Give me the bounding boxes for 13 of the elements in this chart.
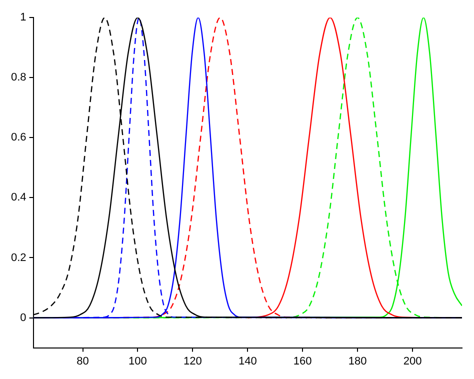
y-tick-label: 0.8	[10, 72, 26, 84]
y-tick-label: 0	[20, 312, 26, 324]
y-tick-label: 1	[20, 12, 26, 24]
x-tick-label: 180	[348, 355, 367, 368]
y-tick-label: 0.4	[10, 192, 26, 204]
y-tick-label: 0.2	[10, 252, 26, 264]
x-tick-label: 100	[128, 355, 147, 368]
x-tick-label: 80	[76, 355, 89, 368]
x-tick-label: 160	[293, 355, 312, 368]
x-tick-label: 200	[403, 355, 422, 368]
y-tick-label: 0.6	[10, 132, 26, 144]
x-tick-label: 140	[238, 355, 257, 368]
x-tick-label: 120	[184, 355, 202, 368]
